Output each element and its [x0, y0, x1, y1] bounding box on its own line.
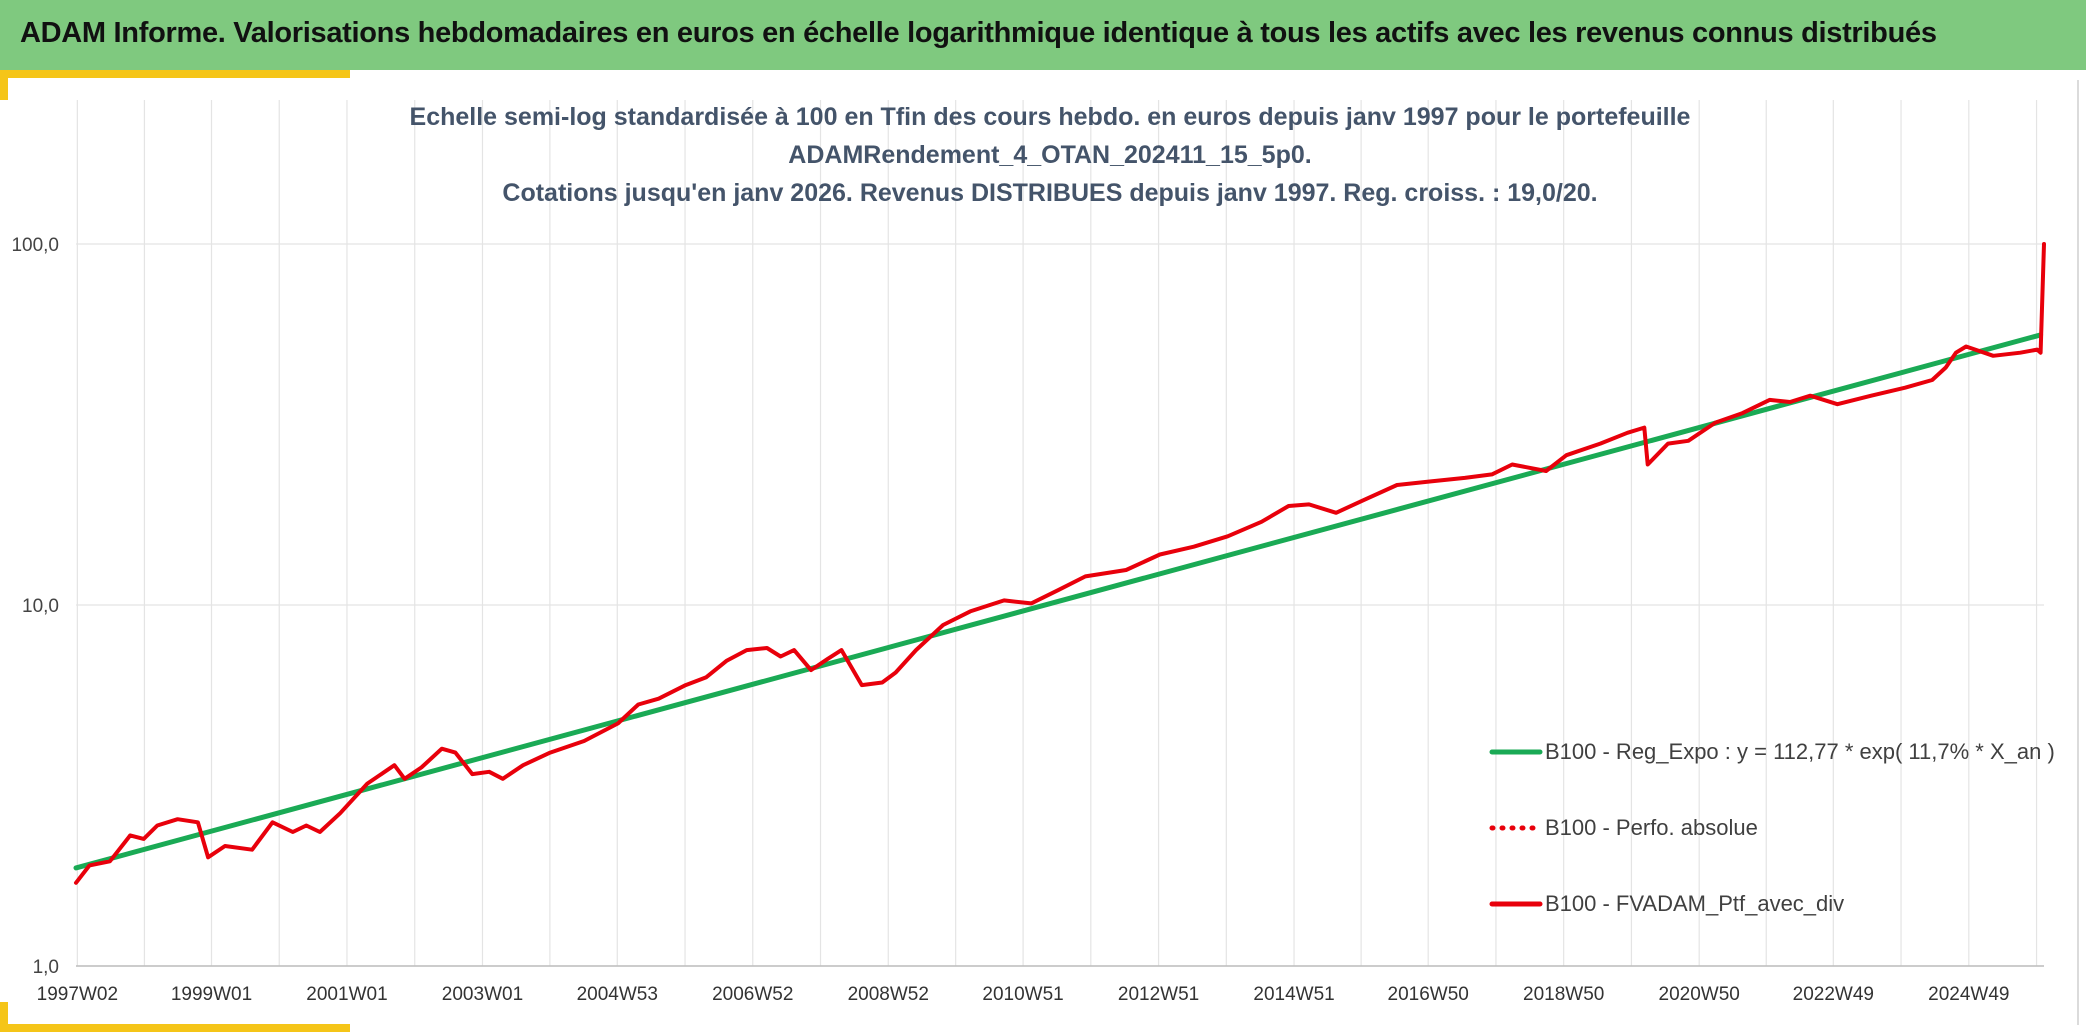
- chart-svg: Echelle semi-log standardisée à 100 en T…: [0, 70, 2086, 1032]
- x-tick-label: 2012W51: [1118, 984, 1199, 1005]
- x-tick-label: 2016W50: [1388, 984, 1469, 1005]
- x-tick-label: 2006W52: [712, 984, 793, 1005]
- x-tick-label: 2010W51: [982, 984, 1063, 1005]
- chart-title-line: Echelle semi-log standardisée à 100 en T…: [410, 103, 1691, 131]
- accent-bar-left: [0, 70, 8, 100]
- y-tick-label: 100,0: [11, 235, 59, 256]
- legend-label: B100 - Reg_Expo : y = 112,77 * exp( 11,7…: [1545, 739, 2055, 764]
- x-tick-label: 2003W01: [442, 984, 523, 1005]
- x-tick-label: 2008W52: [848, 984, 929, 1005]
- y-tick-label: 10,0: [22, 596, 59, 617]
- x-tick-label: 2024W49: [1928, 984, 2009, 1005]
- x-tick-label: 2022W49: [1793, 984, 1874, 1005]
- y-tick-label: 1,0: [33, 957, 59, 978]
- x-tick-label: 1997W02: [37, 984, 118, 1005]
- x-tick-label: 2020W50: [1659, 984, 1740, 1005]
- chart-background: [0, 70, 2086, 1032]
- chart-area: Echelle semi-log standardisée à 100 en T…: [0, 70, 2086, 1032]
- series-portfolio-line: [74, 242, 2046, 885]
- x-tick-label: 2014W51: [1253, 984, 1334, 1005]
- x-tick-label: 1999W01: [171, 984, 252, 1005]
- legend-label: B100 - FVADAM_Ptf_avec_div: [1545, 891, 1844, 916]
- x-tick-label: 2001W01: [306, 984, 387, 1005]
- page-title: ADAM Informe. Valorisations hebdomadaire…: [20, 17, 1937, 49]
- accent-bar-bottom: [0, 1024, 350, 1032]
- chart-title-line: Cotations jusqu'en janv 2026. Revenus DI…: [502, 179, 1597, 207]
- header-banner: ADAM Informe. Valorisations hebdomadaire…: [0, 0, 2086, 70]
- legend-label: B100 - Perfo. absolue: [1545, 815, 1758, 840]
- accent-bar-top: [0, 70, 350, 78]
- x-tick-label: 2018W50: [1523, 984, 1604, 1005]
- accent-bar-bottom-left: [0, 1002, 8, 1032]
- x-tick-label: 2004W53: [577, 984, 658, 1005]
- chart-title-line: ADAMRendement_4_OTAN_202411_15_5p0.: [788, 141, 1311, 169]
